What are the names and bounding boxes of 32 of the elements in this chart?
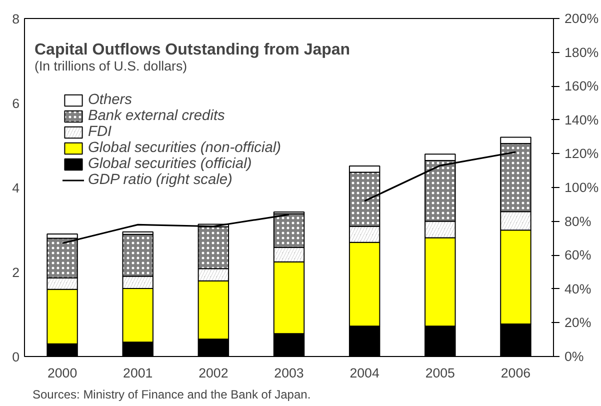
x-tick-label: 2005 [425, 366, 455, 380]
text: (In trillions of U.S. dollars) [34, 58, 188, 74]
y-tick-label: 6 [12, 96, 20, 111]
y2-tick-label: 0% [564, 349, 584, 364]
text: Capital Outflows Outstanding from Japan [34, 42, 350, 58]
x-tick-label: 2001 [123, 366, 153, 380]
y2-tick-label: 120% [564, 146, 599, 162]
y-tick-label: 8 [12, 12, 20, 26]
x-tick-label: 2002 [198, 366, 228, 380]
x-tick-label: 2006 [500, 366, 531, 380]
y2-tick-label: 40% [564, 281, 592, 296]
y2-tick-label: 180% [564, 44, 599, 60]
legend-label: Global securities (non-official) [88, 140, 282, 156]
legend-label: Others [88, 92, 132, 108]
legend-label: Bank external credits [88, 108, 225, 124]
y2-tick-label: 160% [564, 78, 599, 94]
legend-label: Global securities (official) [88, 156, 252, 172]
x-tick-label: 2003 [274, 366, 304, 380]
y2-tick-label: 80% [564, 214, 592, 229]
y2-tick-label: 60% [564, 248, 592, 263]
y-tick-label: 2 [12, 265, 20, 280]
legend-label: GDP ratio (right scale) [88, 172, 232, 188]
y2-tick-label: 100% [564, 180, 599, 195]
y-tick-label: 0 [12, 350, 20, 364]
source-note: Sources: Ministry of Finance and the Bank of Japan. [32, 388, 311, 402]
y-tick-label: 4 [12, 180, 20, 196]
legend-label: FDI [88, 124, 112, 140]
y2-tick-label: 140% [564, 112, 599, 128]
y2-tick-label: 20% [564, 315, 592, 330]
x-tick-label: 2004 [350, 366, 380, 380]
y2-tick-label: 200% [564, 11, 599, 26]
x-tick-label: 2000 [47, 366, 78, 380]
